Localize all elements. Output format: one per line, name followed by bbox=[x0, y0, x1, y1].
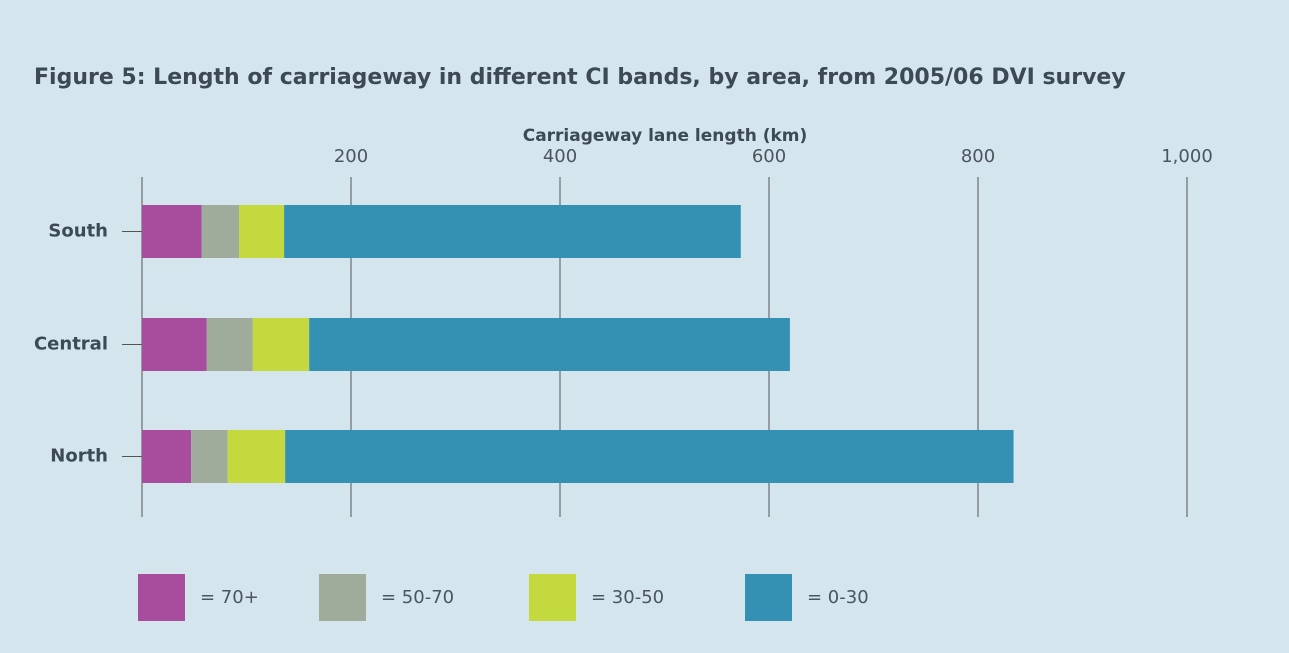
x-tick-label: 800 bbox=[961, 146, 995, 167]
bar-segment bbox=[309, 318, 790, 371]
legend-label: = 70+ bbox=[200, 587, 259, 608]
x-tick-label: 1,000 bbox=[1161, 146, 1213, 167]
legend-label: = 50-70 bbox=[381, 587, 454, 608]
x-tick-label: 600 bbox=[752, 146, 786, 167]
legend-swatch bbox=[319, 574, 366, 621]
legend-label: = 0-30 bbox=[807, 587, 869, 608]
bar-segment bbox=[206, 318, 253, 371]
bar-segment bbox=[227, 430, 286, 483]
category-label: Central bbox=[34, 334, 108, 355]
category-label: North bbox=[50, 446, 108, 467]
category-label: South bbox=[48, 221, 108, 242]
bar-segment bbox=[252, 318, 310, 371]
legend-swatch bbox=[745, 574, 792, 621]
bar-segment bbox=[142, 205, 202, 258]
legend-label: = 30-50 bbox=[591, 587, 664, 608]
x-tick-label: 400 bbox=[543, 146, 577, 167]
x-tick-label: 200 bbox=[334, 146, 368, 167]
x-axis-title: Carriageway lane length (km) bbox=[523, 126, 808, 146]
bar-segment bbox=[284, 205, 741, 258]
bar-segment bbox=[201, 205, 240, 258]
bar-segment bbox=[191, 430, 228, 483]
bar-segment bbox=[142, 430, 192, 483]
bar-segment bbox=[285, 430, 1014, 483]
legend-swatch bbox=[138, 574, 185, 621]
chart-title: Figure 5: Length of carriageway in diffe… bbox=[34, 65, 1126, 90]
bar-segment bbox=[142, 318, 207, 371]
legend-swatch bbox=[529, 574, 576, 621]
bar-segment bbox=[239, 205, 285, 258]
